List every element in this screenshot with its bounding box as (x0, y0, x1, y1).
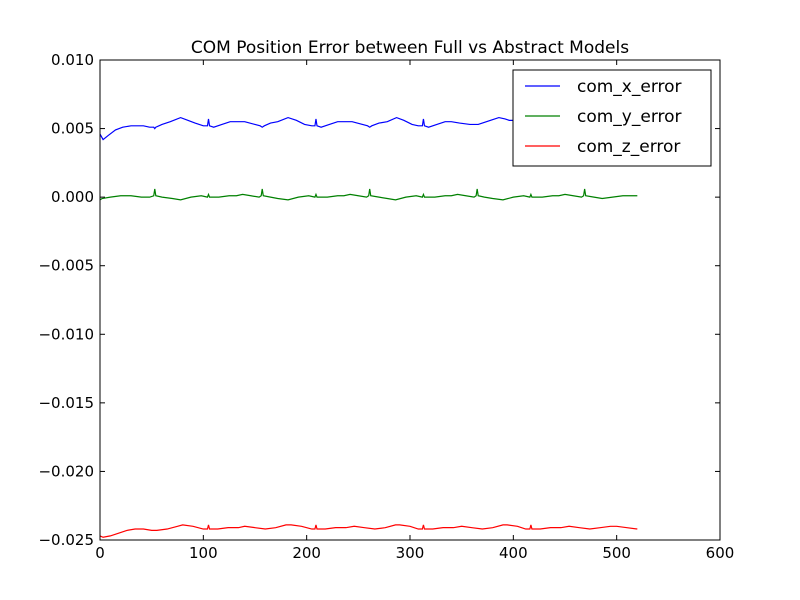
series-line-com-z-error (99, 524, 638, 538)
y-tick-label: −0.010 (38, 325, 94, 343)
chart-title: COM Position Error between Full vs Abstr… (191, 38, 629, 58)
x-tick-label: 200 (292, 544, 321, 562)
y-tick-label: 0.005 (51, 120, 94, 138)
legend-label: com_y_error (577, 107, 682, 127)
y-tick-label: −0.015 (38, 394, 94, 412)
legend: com_x_error com_y_error com_z_error (512, 69, 712, 167)
y-tick-label: −0.005 (38, 257, 94, 275)
x-tick-label: 400 (499, 544, 528, 562)
x-tick-label: 100 (189, 544, 218, 562)
y-tick-label: 0.010 (51, 51, 94, 69)
y-tick-label: 0.000 (51, 188, 94, 206)
y-tick-label: −0.025 (38, 531, 94, 549)
y-axis: 0.010 0.005 0.000 −0.005 −0.010 −0.015 −0.020 −… (38, 51, 720, 549)
series-line-com-y-error (99, 188, 638, 201)
x-tick-label: 0 (95, 544, 105, 562)
series-lines (99, 116, 638, 538)
series-line-com-x-error (99, 116, 514, 141)
legend-label: com_z_error (577, 137, 680, 157)
y-tick-label: −0.020 (38, 462, 94, 480)
x-tick-label: 500 (602, 544, 631, 562)
legend-label: com_x_error (577, 77, 682, 97)
x-tick-label: 600 (706, 544, 735, 562)
x-axis: 0 100 200 300 400 500 600 (95, 60, 734, 562)
x-tick-label: 300 (396, 544, 425, 562)
